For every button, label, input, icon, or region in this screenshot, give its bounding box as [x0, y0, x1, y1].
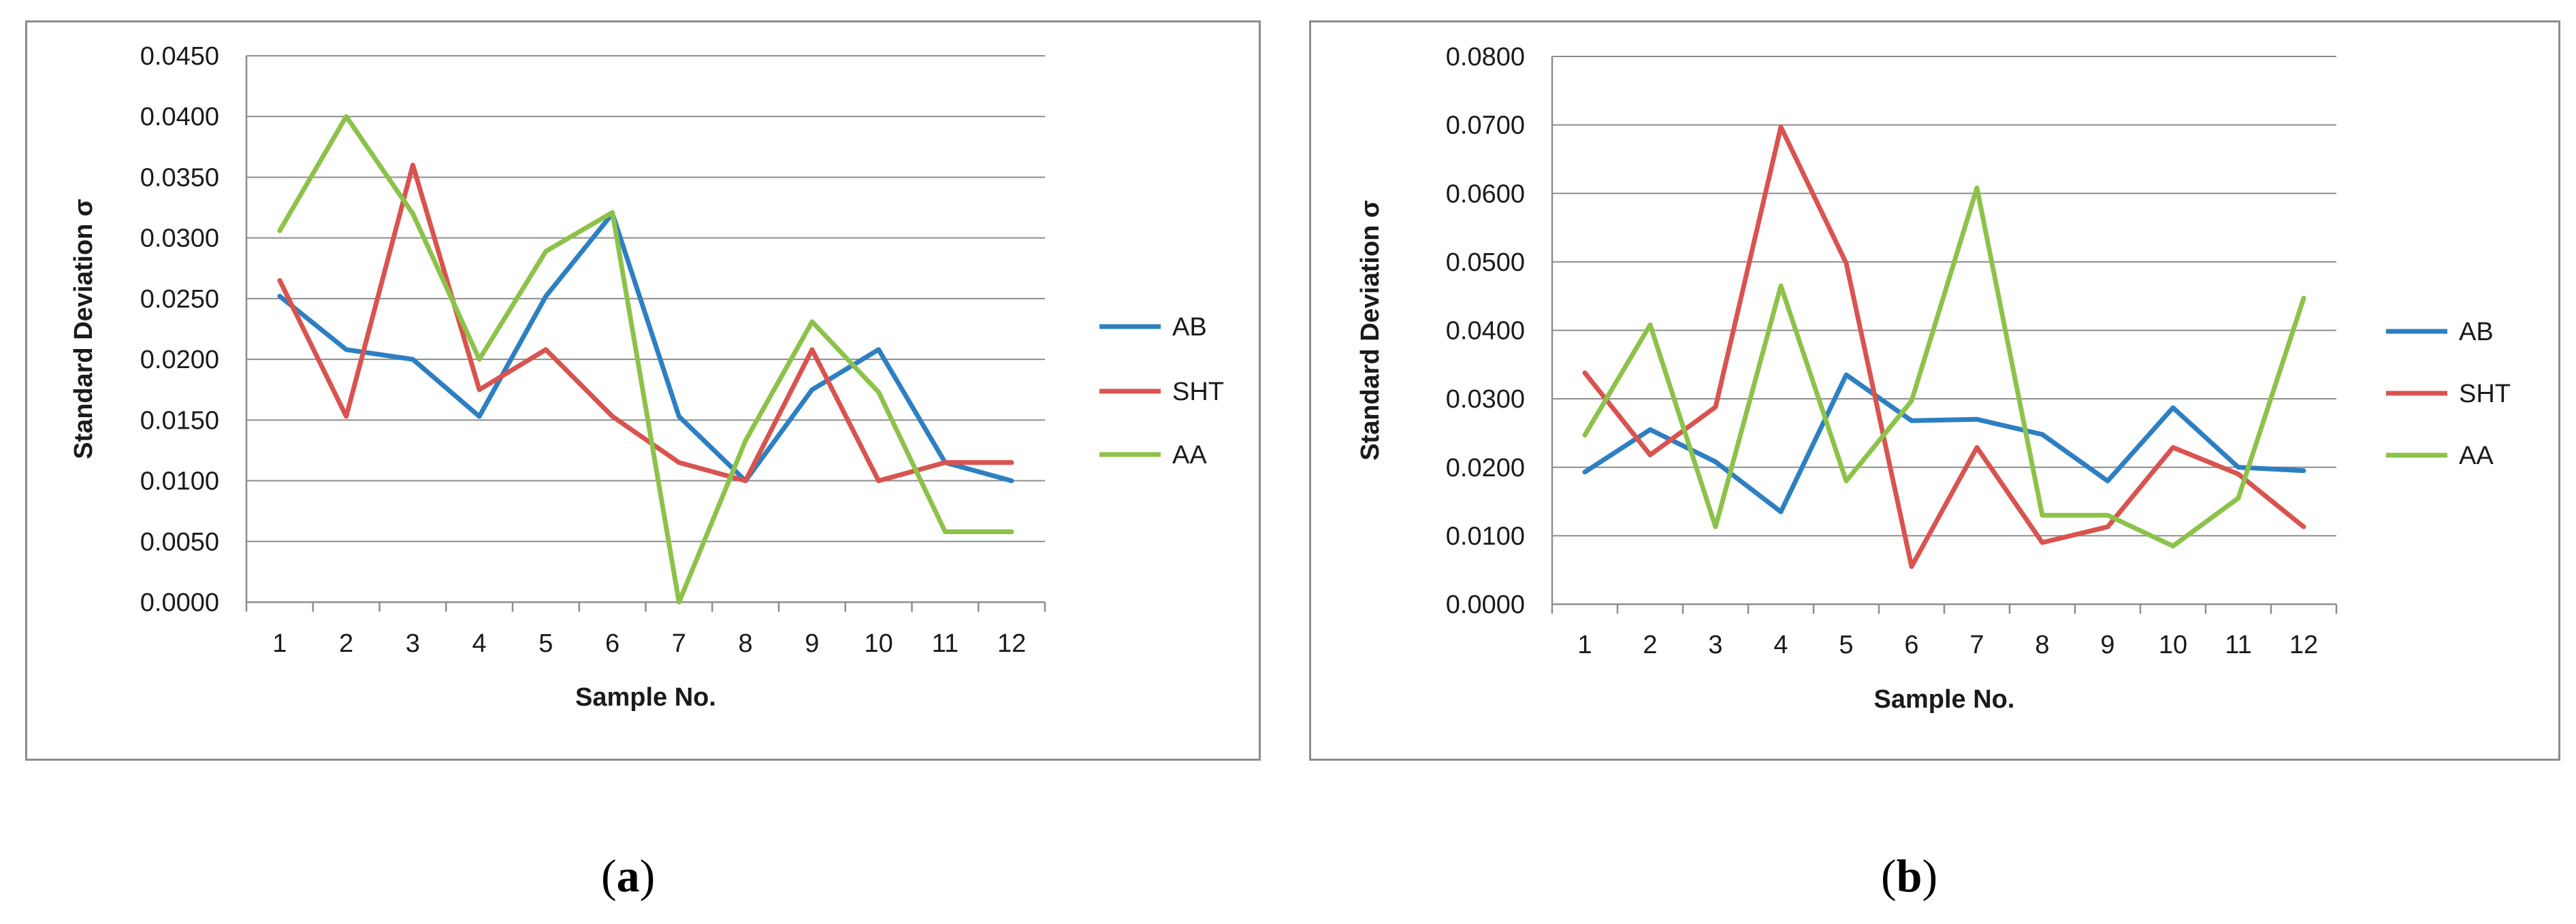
chart-b-x-axis-title: Sample No. — [1874, 685, 2015, 714]
chart-b-xtick-label: 10 — [2159, 631, 2187, 659]
caption-b: (b) — [1881, 850, 1938, 902]
caption-a: (a) — [601, 850, 656, 902]
chart-b-ytick-label: 0.0500 — [1446, 248, 1525, 277]
chart-a-xtick-label: 6 — [605, 629, 619, 658]
chart-a-xtick-label: 11 — [932, 629, 959, 658]
chart-b-ytick-label: 0.0800 — [1446, 43, 1525, 71]
chart-b-xtick-label: 11 — [2225, 631, 2251, 659]
chart-a-xtick-label: 9 — [805, 629, 819, 658]
chart-b-series-sht-line — [1582, 125, 2306, 570]
chart-a-x-axis-title: Sample No. — [575, 683, 716, 712]
chart-a-xtick-label: 12 — [997, 629, 1026, 658]
chart-b-legend-label-aa: AA — [2459, 442, 2494, 470]
chart-a-ytick-label: 0.0100 — [140, 467, 219, 496]
chart-a-ytick-label: 0.0400 — [140, 103, 219, 131]
chart-b-series-aa-line — [1582, 185, 2306, 548]
chart-a-ytick-label: 0.0350 — [140, 163, 219, 192]
chart-a-ytick-label: 0.0000 — [140, 589, 219, 617]
chart-a-xtick-label: 2 — [339, 629, 353, 658]
chart-a-ytick-label: 0.0200 — [140, 346, 219, 374]
chart-b-y-axis-title: Standard Deviation σ — [1356, 200, 1385, 461]
chart-a-ytick-label: 0.0150 — [140, 406, 219, 435]
chart-a-legend-label-aa: AA — [1172, 441, 1207, 469]
chart-b-xtick-label: 2 — [1643, 631, 1657, 659]
chart-a-series-ab-line — [277, 211, 1014, 484]
chart-b-ytick-label: 0.0300 — [1446, 385, 1525, 414]
chart-b-ytick-label: 0.0700 — [1446, 112, 1525, 140]
chart-b-xtick-label: 1 — [1577, 631, 1592, 659]
chart-a-xtick-label: 8 — [739, 629, 753, 658]
chart-b-xtick-label: 4 — [1773, 631, 1788, 659]
chart-b-legend-label-sht: SHT — [2459, 380, 2511, 408]
chart-a-ytick-label: 0.0300 — [140, 225, 219, 253]
chart-b-ytick-label: 0.0400 — [1446, 317, 1525, 346]
chart-b-xtick-label: 12 — [2289, 631, 2318, 659]
chart-a-xtick-label: 5 — [538, 629, 553, 658]
chart-a-series-sht-line — [277, 163, 1014, 484]
chart-a-ytick-label: 0.0050 — [140, 528, 219, 557]
chart-a-legend-label-sht: SHT — [1172, 378, 1224, 406]
chart-b-ytick-label: 0.0200 — [1446, 454, 1525, 482]
chart-b-xtick-label: 7 — [1969, 631, 1984, 659]
chart-a-ytick-label: 0.0450 — [140, 42, 219, 71]
chart-a-xtick-label: 3 — [406, 629, 420, 658]
chart-b-xtick-label: 6 — [1904, 631, 1918, 659]
chart-a-xtick-label: 10 — [864, 629, 892, 658]
chart-b-ytick-label: 0.0000 — [1446, 591, 1525, 619]
chart-a-y-axis-title: Standard Deviation σ — [69, 199, 98, 459]
chart-b-xtick-label: 3 — [1708, 631, 1722, 659]
chart-b-ytick-label: 0.0100 — [1446, 522, 1525, 550]
chart-b-xtick-label: 5 — [1839, 631, 1853, 659]
chart-a-legend-label-ab: AB — [1172, 313, 1207, 342]
chart-b-series-ab-line — [1582, 372, 2306, 514]
chart-a-xtick-label: 1 — [272, 629, 287, 658]
chart-b-xtick-label: 9 — [2100, 631, 2114, 659]
chart-a-xtick-label: 4 — [472, 629, 487, 658]
chart-a-xtick-label: 7 — [672, 629, 686, 658]
chart-b-frame — [1309, 20, 2560, 761]
chart-a-series-aa-line — [277, 114, 1014, 605]
chart-b-ytick-label: 0.0600 — [1446, 180, 1525, 208]
chart-b-xtick-label: 8 — [2035, 631, 2049, 659]
chart-b-legend-label-ab: AB — [2459, 318, 2494, 346]
chart-a-ytick-label: 0.0250 — [140, 285, 219, 314]
